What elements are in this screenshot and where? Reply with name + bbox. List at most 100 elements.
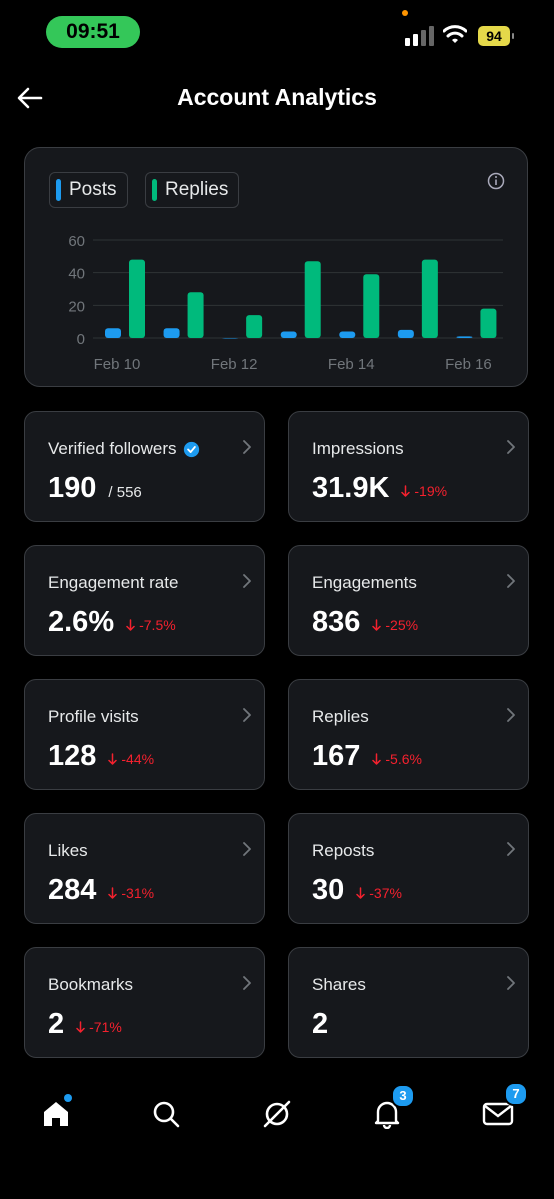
bar-replies bbox=[363, 274, 380, 338]
stat-change: -44% bbox=[108, 751, 154, 767]
stat-card[interactable]: Engagements 836 -25% bbox=[288, 545, 529, 656]
x-tick-label: Feb 16 bbox=[445, 356, 492, 373]
bar-posts bbox=[222, 338, 239, 339]
tab-grok[interactable] bbox=[257, 1094, 297, 1134]
chevron-right-icon bbox=[507, 976, 515, 990]
tab-search[interactable] bbox=[146, 1094, 186, 1134]
stat-card[interactable]: Bookmarks 2 -71% bbox=[24, 947, 265, 1058]
stat-label: Shares bbox=[312, 975, 366, 995]
home-badge-dot bbox=[64, 1094, 72, 1102]
tab-home[interactable] bbox=[36, 1094, 76, 1134]
bar-posts bbox=[397, 329, 414, 338]
stat-card[interactable]: Reposts 30 -37% bbox=[288, 813, 529, 924]
chevron-right-icon bbox=[507, 842, 515, 856]
chevron-right-icon bbox=[243, 842, 251, 856]
stat-value-row: 2.6% -7.5% bbox=[48, 606, 176, 639]
stat-change: -71% bbox=[76, 1019, 122, 1035]
bell-icon bbox=[374, 1101, 400, 1129]
wifi-icon bbox=[443, 25, 467, 43]
bar-replies bbox=[304, 261, 321, 338]
stat-value-row: 190 / 556 bbox=[48, 472, 142, 505]
stat-total: / 556 bbox=[108, 484, 142, 501]
bar-posts bbox=[105, 328, 121, 338]
y-tick-label: 40 bbox=[68, 266, 85, 283]
arrow-down-icon bbox=[372, 753, 382, 765]
bar-posts bbox=[456, 336, 473, 338]
legend-replies-label: Replies bbox=[165, 179, 229, 200]
chevron-right-icon bbox=[243, 976, 251, 990]
tab-messages[interactable]: 7 bbox=[478, 1082, 528, 1134]
legend-posts-label: Posts bbox=[69, 179, 117, 200]
info-icon[interactable] bbox=[487, 172, 505, 190]
legend-replies[interactable]: Replies bbox=[145, 172, 240, 208]
bar-posts bbox=[163, 328, 180, 338]
status-time: 09:51 bbox=[46, 16, 140, 48]
notifications-badge: 3 bbox=[391, 1084, 415, 1108]
stat-card[interactable]: Impressions 31.9K -19% bbox=[288, 411, 529, 522]
stat-label: Impressions bbox=[312, 439, 404, 459]
stat-value-row: 2 -71% bbox=[48, 1008, 122, 1041]
arrow-down-icon bbox=[372, 619, 382, 631]
status-bar: 09:51 94 bbox=[0, 0, 554, 66]
battery-indicator: 94 bbox=[478, 26, 514, 46]
stat-change-text: -37% bbox=[369, 885, 402, 901]
stat-change-text: -71% bbox=[89, 1019, 122, 1035]
stat-value: 2.6% bbox=[48, 606, 115, 638]
chart-card: Posts Replies 60 40 20 0 Feb 10 Feb 12 Feb 14 F… bbox=[24, 147, 528, 387]
back-button[interactable] bbox=[12, 80, 48, 116]
arrow-down-icon bbox=[356, 887, 366, 899]
signal-icon bbox=[405, 26, 434, 46]
tab-notifications[interactable]: 3 bbox=[367, 1084, 415, 1134]
stat-label: Profile visits bbox=[48, 707, 139, 727]
privacy-indicator bbox=[402, 10, 408, 16]
stat-change-text: -19% bbox=[414, 483, 448, 499]
stat-value: 2 bbox=[312, 1008, 329, 1040]
chevron-right-icon bbox=[243, 708, 251, 722]
stat-label-text: Replies bbox=[312, 707, 369, 726]
stat-value: 284 bbox=[48, 874, 97, 906]
arrow-down-icon bbox=[401, 485, 411, 497]
stat-label-text: Likes bbox=[48, 841, 88, 860]
arrow-down-icon bbox=[108, 753, 118, 765]
legend-posts-swatch bbox=[56, 179, 61, 201]
home-icon bbox=[44, 1102, 68, 1126]
x-tick-label: Feb 12 bbox=[211, 356, 258, 373]
stat-change: -31% bbox=[108, 885, 154, 901]
page-title: Account Analytics bbox=[177, 84, 377, 110]
stat-card[interactable]: Replies 167 -5.6% bbox=[288, 679, 529, 790]
legend-replies-swatch bbox=[152, 179, 157, 201]
stat-change: -25% bbox=[372, 617, 418, 633]
grok-icon bbox=[263, 1100, 291, 1128]
verified-badge-icon bbox=[183, 441, 199, 457]
stat-label: Reposts bbox=[312, 841, 374, 861]
bar-posts bbox=[280, 331, 297, 338]
chevron-right-icon bbox=[507, 440, 515, 454]
stat-label: Engagements bbox=[312, 573, 417, 593]
stat-label-text: Engagement rate bbox=[48, 573, 179, 592]
chevron-right-icon bbox=[243, 440, 251, 454]
stat-card[interactable]: Engagement rate 2.6% -7.5% bbox=[24, 545, 265, 656]
stat-change-text: -31% bbox=[121, 885, 155, 901]
stat-change-text: -44% bbox=[121, 751, 155, 767]
stat-value: 31.9K bbox=[312, 472, 390, 504]
header: Account Analytics bbox=[0, 72, 554, 126]
stat-value: 836 bbox=[312, 606, 361, 638]
bar-replies bbox=[421, 259, 438, 338]
legend-posts[interactable]: Posts bbox=[49, 172, 128, 208]
stat-label-text: Impressions bbox=[312, 439, 404, 458]
bar-chart: 60 40 20 0 Feb 10 Feb 12 Feb 14 Feb 16 bbox=[68, 233, 503, 373]
stat-value-row: 836 -25% bbox=[312, 606, 418, 639]
bar-replies bbox=[129, 259, 145, 338]
stat-label: Replies bbox=[312, 707, 369, 727]
stat-change: -37% bbox=[356, 885, 402, 901]
bar-replies bbox=[187, 292, 204, 338]
stat-card[interactable]: Verified followers 190 / 556 bbox=[24, 411, 265, 522]
stat-card[interactable]: Likes 284 -31% bbox=[24, 813, 265, 924]
stat-card[interactable]: Shares 2 bbox=[288, 947, 529, 1058]
stat-label-text: Shares bbox=[312, 975, 366, 994]
stat-value: 190 bbox=[48, 472, 97, 504]
chevron-right-icon bbox=[243, 574, 251, 588]
y-tick-label: 60 bbox=[68, 233, 85, 250]
stat-value: 30 bbox=[312, 874, 345, 906]
stat-card[interactable]: Profile visits 128 -44% bbox=[24, 679, 265, 790]
